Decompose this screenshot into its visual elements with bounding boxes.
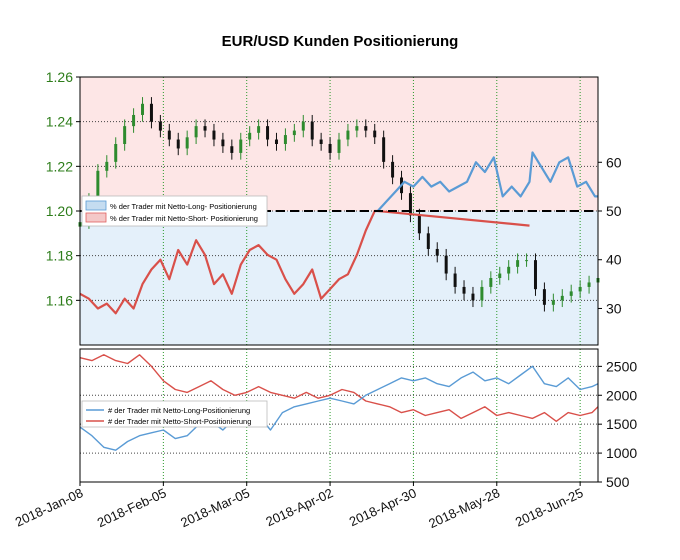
- left-tick-label: 1.26: [46, 69, 73, 85]
- price-candle: [283, 135, 287, 144]
- long-percent-line: [376, 151, 598, 212]
- price-candle: [462, 286, 466, 294]
- price-candle: [471, 293, 475, 301]
- price-candle: [266, 126, 270, 140]
- price-candle: [382, 137, 386, 162]
- right-tick-label: 50: [606, 203, 622, 219]
- price-candle: [435, 248, 439, 256]
- top-legend-swatch: [85, 212, 107, 223]
- bottom-frame: [79, 348, 599, 483]
- left-tick-label: 1.18: [46, 248, 73, 264]
- price-candle: [346, 130, 350, 140]
- price-candle: [123, 126, 127, 144]
- top-frame: [79, 76, 599, 346]
- price-candle: [453, 273, 457, 287]
- bottom-right-tick-label: 1500: [606, 416, 637, 432]
- price-candle: [301, 121, 305, 131]
- bottom-panel: 2500 2000 1500 1000 500 # der Trader mit Nett…: [79, 348, 637, 490]
- price-candle: [578, 286, 582, 292]
- bottom-legend-box: [81, 400, 268, 428]
- price-candle: [239, 139, 243, 153]
- x-tick-label: 2018-Feb-05: [95, 485, 169, 530]
- top-panel: 1.26 1.24 1.22 1.20 1.18 1.16 60 50 40 30 % der Tr…: [46, 69, 622, 346]
- price-candle: [105, 161, 109, 171]
- x-tick-label: 2018-Jun-25: [513, 485, 585, 529]
- chart-title: EUR/USD Kunden Positionierung: [222, 33, 459, 50]
- price-candle: [176, 139, 180, 149]
- price-candle: [533, 260, 537, 290]
- price-candle: [525, 260, 529, 262]
- bottom-legend-label: # der Trader mit Netto-Long-Positionieru…: [108, 406, 250, 415]
- left-tick-label: 1.22: [46, 158, 73, 174]
- bottom-right-tick-label: 1000: [606, 445, 637, 461]
- price-candle: [542, 289, 546, 305]
- price-candle: [257, 126, 261, 133]
- bottom-legend-label: # der Trader mit Netto-Short-Positionier…: [108, 417, 251, 426]
- right-tick-label: 60: [606, 154, 622, 170]
- price-candle: [373, 130, 377, 138]
- price-candle: [560, 295, 564, 301]
- x-axis: 2018-Jan-08 2018-Feb-05 2018-Mar-05 2018-Ap…: [13, 482, 585, 531]
- price-candle: [408, 193, 412, 216]
- price-candle: [203, 126, 207, 131]
- price-candle: [114, 144, 118, 162]
- bottom-right-tick-label: 500: [606, 474, 630, 490]
- x-tick-label: 2018-Apr-02: [263, 485, 335, 529]
- price-candle: [158, 121, 162, 131]
- price-candle: [337, 139, 341, 153]
- price-candle: [292, 130, 296, 136]
- price-candle: [444, 255, 448, 274]
- price-candle: [194, 126, 198, 138]
- price-candle: [96, 170, 100, 200]
- left-tick-label: 1.24: [46, 114, 73, 130]
- price-candle: [310, 121, 314, 140]
- price-candle: [489, 278, 493, 287]
- bottom-right-tick-label: 2000: [606, 387, 637, 403]
- top-legend-label: % der Trader mit Netto-Short- Positionie…: [110, 214, 258, 223]
- price-candle: [248, 132, 252, 140]
- price-candle: [507, 266, 511, 274]
- short-count-line: [79, 354, 599, 422]
- price-candle: [141, 103, 145, 115]
- price-candle: [221, 139, 225, 147]
- price-candle: [230, 146, 234, 153]
- left-tick-label: 1.16: [46, 292, 73, 308]
- right-tick-label: 40: [606, 252, 622, 268]
- right-tick-label: 30: [606, 300, 622, 316]
- price-candle: [569, 291, 573, 296]
- price-candle: [551, 300, 555, 305]
- price-candle: [417, 215, 421, 234]
- price-candle: [212, 130, 216, 140]
- top-legend-label: % der Trader mit Netto-Long- Positionier…: [110, 202, 257, 211]
- price-candle: [587, 282, 591, 287]
- price-candle: [364, 126, 368, 131]
- bottom-legend: # der Trader mit Netto-Long-Positionieru…: [81, 400, 268, 428]
- price-candle: [391, 161, 395, 178]
- x-tick-label: 2018-Apr-30: [347, 485, 419, 529]
- x-tick-label: 2018-Mar-05: [178, 485, 252, 530]
- price-candle: [426, 233, 430, 249]
- long-count-line: [79, 365, 599, 451]
- price-candle: [355, 126, 359, 131]
- price-candle: [516, 260, 520, 267]
- left-tick-label: 1.20: [46, 203, 73, 219]
- price-candle: [149, 103, 153, 122]
- price-candle: [274, 139, 278, 144]
- x-tick-label: 2018-Jan-08: [13, 485, 85, 529]
- x-tick-label: 2018-May-28: [426, 485, 502, 531]
- price-candle: [328, 144, 332, 153]
- top-legend-box: [81, 195, 268, 227]
- price-candle: [498, 273, 502, 278]
- price-candle: [132, 114, 136, 127]
- price-candle: [185, 137, 189, 149]
- price-candle: [319, 139, 323, 144]
- short-percent-line: [79, 209, 530, 315]
- bottom-right-tick-label: 2500: [606, 358, 637, 374]
- top-legend: % der Trader mit Netto-Long- Positionier…: [81, 195, 268, 227]
- top-legend-swatch: [85, 200, 107, 211]
- price-candle: [167, 130, 171, 140]
- price-candle: [480, 286, 484, 301]
